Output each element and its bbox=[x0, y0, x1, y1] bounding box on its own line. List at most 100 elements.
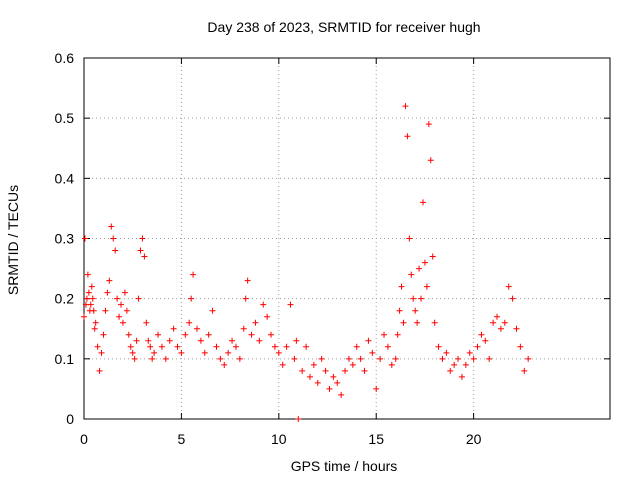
data-point bbox=[455, 355, 462, 362]
data-point bbox=[205, 331, 212, 338]
data-point bbox=[439, 355, 446, 362]
data-point bbox=[509, 295, 516, 302]
data-point bbox=[396, 307, 403, 314]
data-point bbox=[87, 301, 94, 308]
data-point bbox=[431, 319, 438, 326]
data-point bbox=[377, 355, 384, 362]
data-point bbox=[435, 343, 442, 350]
data-point bbox=[151, 349, 158, 356]
data-point bbox=[388, 361, 395, 368]
data-point bbox=[110, 235, 117, 242]
data-point bbox=[458, 373, 465, 380]
data-point bbox=[147, 343, 154, 350]
data-point bbox=[381, 331, 388, 338]
x-tick-label: 10 bbox=[271, 431, 287, 447]
data-point bbox=[209, 307, 216, 314]
data-point bbox=[525, 355, 532, 362]
data-point bbox=[135, 295, 142, 302]
data-point bbox=[83, 295, 90, 302]
data-point bbox=[100, 331, 107, 338]
data-point bbox=[369, 349, 376, 356]
data-point bbox=[116, 313, 123, 320]
data-point bbox=[322, 367, 329, 374]
data-point bbox=[89, 295, 96, 302]
data-point bbox=[427, 157, 434, 164]
x-tick-label: 15 bbox=[368, 431, 384, 447]
data-point bbox=[330, 373, 337, 380]
data-point bbox=[447, 367, 454, 374]
data-point bbox=[392, 355, 399, 362]
data-point bbox=[268, 331, 275, 338]
data-point bbox=[361, 367, 368, 374]
data-point bbox=[419, 199, 426, 206]
data-point bbox=[271, 343, 278, 350]
data-point bbox=[232, 343, 239, 350]
data-point bbox=[166, 337, 173, 344]
data-point bbox=[400, 319, 407, 326]
axis-ticks bbox=[83, 57, 610, 420]
data-point bbox=[310, 361, 317, 368]
data-point bbox=[326, 385, 333, 392]
data-point bbox=[225, 349, 232, 356]
data-point bbox=[137, 247, 144, 254]
data-point bbox=[299, 367, 306, 374]
data-point bbox=[275, 349, 282, 356]
data-point bbox=[303, 343, 310, 350]
data-point bbox=[193, 325, 200, 332]
data-point bbox=[384, 343, 391, 350]
data-point bbox=[118, 301, 125, 308]
data-point bbox=[478, 331, 485, 338]
data-point bbox=[131, 355, 138, 362]
data-point bbox=[410, 295, 417, 302]
data-point bbox=[112, 247, 119, 254]
data-point bbox=[398, 283, 405, 290]
data-point bbox=[451, 361, 458, 368]
data-point bbox=[236, 355, 243, 362]
data-point bbox=[412, 307, 419, 314]
data-point bbox=[443, 349, 450, 356]
data-point bbox=[486, 355, 493, 362]
data-point bbox=[418, 295, 425, 302]
x-axis-label: GPS time / hours bbox=[291, 458, 398, 474]
data-point bbox=[279, 361, 286, 368]
data-point bbox=[517, 343, 524, 350]
data-point bbox=[408, 271, 415, 278]
data-point bbox=[170, 325, 177, 332]
data-point bbox=[178, 349, 185, 356]
y-tick-label: 0.4 bbox=[55, 170, 75, 186]
data-point bbox=[373, 385, 380, 392]
data-point bbox=[497, 325, 504, 332]
y-tick-label: 0.5 bbox=[55, 110, 75, 126]
data-point bbox=[334, 379, 341, 386]
data-point bbox=[306, 373, 313, 380]
data-point bbox=[264, 313, 271, 320]
data-point bbox=[416, 265, 423, 272]
data-point bbox=[98, 349, 105, 356]
data-point bbox=[94, 343, 101, 350]
data-point bbox=[129, 349, 136, 356]
data-point bbox=[145, 337, 152, 344]
data-point bbox=[425, 121, 432, 128]
data-point bbox=[421, 259, 428, 266]
x-tick-label: 0 bbox=[80, 431, 88, 447]
data-point bbox=[221, 361, 228, 368]
data-point bbox=[256, 337, 263, 344]
data-point bbox=[90, 307, 97, 314]
y-tick-label: 0 bbox=[66, 411, 74, 427]
data-point bbox=[474, 343, 481, 350]
data-point bbox=[501, 319, 508, 326]
data-point bbox=[143, 319, 150, 326]
data-point bbox=[104, 289, 111, 296]
x-tick-label: 20 bbox=[466, 431, 482, 447]
y-tick-label: 0.6 bbox=[55, 50, 75, 66]
data-point bbox=[291, 355, 298, 362]
data-point bbox=[91, 325, 98, 332]
data-point bbox=[482, 337, 489, 344]
data-point bbox=[252, 319, 259, 326]
data-point bbox=[186, 319, 193, 326]
data-point bbox=[462, 361, 469, 368]
data-point bbox=[127, 343, 134, 350]
data-point bbox=[505, 283, 512, 290]
data-point bbox=[162, 355, 169, 362]
